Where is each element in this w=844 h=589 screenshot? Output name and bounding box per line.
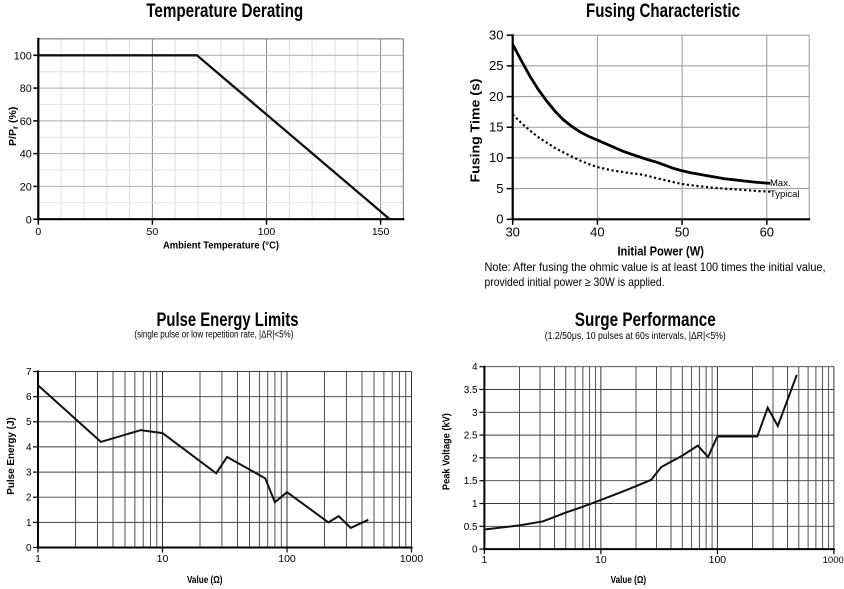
- svg-text:50: 50: [147, 226, 159, 238]
- svg-text:1: 1: [26, 518, 32, 529]
- svg-text:20: 20: [489, 89, 503, 104]
- svg-text:2: 2: [472, 453, 478, 464]
- svg-text:1: 1: [35, 553, 41, 565]
- svg-text:5: 5: [26, 417, 32, 428]
- svg-text:0: 0: [496, 212, 503, 227]
- svg-text:60: 60: [760, 225, 774, 240]
- svg-text:2.5: 2.5: [464, 431, 478, 442]
- svg-text:30: 30: [505, 225, 519, 240]
- svg-text:1000: 1000: [823, 555, 844, 566]
- svg-text:5: 5: [496, 181, 503, 196]
- svg-text:provided initial power ≥ 30W i: provided initial power ≥ 30W is applied.: [485, 275, 665, 289]
- svg-text:0: 0: [26, 543, 32, 554]
- svg-text:20: 20: [20, 182, 32, 194]
- svg-text:Surge Performance: Surge Performance: [575, 310, 716, 331]
- svg-text:Fusing Characteristic: Fusing Characteristic: [586, 1, 740, 22]
- svg-text:1.5: 1.5: [464, 476, 478, 487]
- svg-text:4: 4: [26, 442, 32, 453]
- svg-text:100: 100: [258, 226, 276, 238]
- svg-text:Max.: Max.: [770, 178, 791, 189]
- svg-text:100: 100: [278, 553, 296, 565]
- svg-text:15: 15: [489, 120, 503, 135]
- svg-text:(single pulse or low repetitio: (single pulse or low repetition rate, |Δ…: [134, 330, 293, 341]
- svg-text:3: 3: [472, 408, 478, 419]
- svg-text:30: 30: [489, 28, 503, 43]
- svg-text:Typical: Typical: [770, 189, 800, 200]
- svg-text:0: 0: [26, 214, 32, 226]
- svg-text:Peak Voltage (kV): Peak Voltage (kV): [441, 413, 452, 490]
- svg-text:3: 3: [26, 468, 32, 479]
- svg-text:7: 7: [26, 367, 32, 378]
- svg-text:50: 50: [675, 225, 689, 240]
- svg-text:6: 6: [26, 392, 32, 403]
- svg-text:100: 100: [14, 50, 32, 62]
- svg-text:10: 10: [595, 554, 607, 566]
- svg-text:1: 1: [481, 554, 487, 566]
- svg-text:3.5: 3.5: [464, 385, 478, 396]
- svg-text:Temperature Derating: Temperature Derating: [146, 1, 303, 22]
- svg-text:4: 4: [472, 362, 478, 373]
- svg-text:80: 80: [20, 83, 32, 95]
- svg-text:0: 0: [472, 545, 478, 556]
- svg-text:60: 60: [20, 116, 32, 128]
- svg-text:40: 40: [590, 225, 604, 240]
- svg-text:25: 25: [489, 58, 503, 73]
- svg-text:0: 0: [35, 226, 41, 238]
- svg-text:(1.2/50μs, 10 pulses at 60s in: (1.2/50μs, 10 pulses at 60s intervals, |…: [545, 331, 726, 342]
- svg-text:1: 1: [472, 499, 478, 510]
- svg-text:40: 40: [20, 149, 32, 161]
- svg-text:2: 2: [26, 493, 32, 504]
- svg-text:Note: After fusing the ohmic v: Note: After fusing the ohmic value is at…: [485, 260, 826, 274]
- svg-text:150: 150: [372, 226, 390, 238]
- svg-text:Pulse Energy Limits: Pulse Energy Limits: [157, 310, 299, 331]
- svg-text:10: 10: [489, 150, 503, 165]
- svg-text:Ambient Temperature (°C): Ambient Temperature (°C): [163, 239, 279, 251]
- svg-text:Pulse Energy (J): Pulse Energy (J): [6, 417, 17, 495]
- svg-text:Initial Power (W): Initial Power (W): [617, 245, 704, 259]
- svg-text:Fusing Time (s): Fusing Time (s): [467, 79, 482, 183]
- svg-text:100: 100: [709, 554, 727, 566]
- svg-text:P/Pr (%): P/Pr (%): [7, 107, 20, 146]
- svg-text:10: 10: [157, 553, 169, 565]
- svg-text:Value (Ω): Value (Ω): [611, 574, 647, 586]
- svg-text:0.5: 0.5: [464, 522, 478, 533]
- svg-text:Value (Ω): Value (Ω): [187, 574, 223, 586]
- svg-text:1000: 1000: [400, 553, 424, 565]
